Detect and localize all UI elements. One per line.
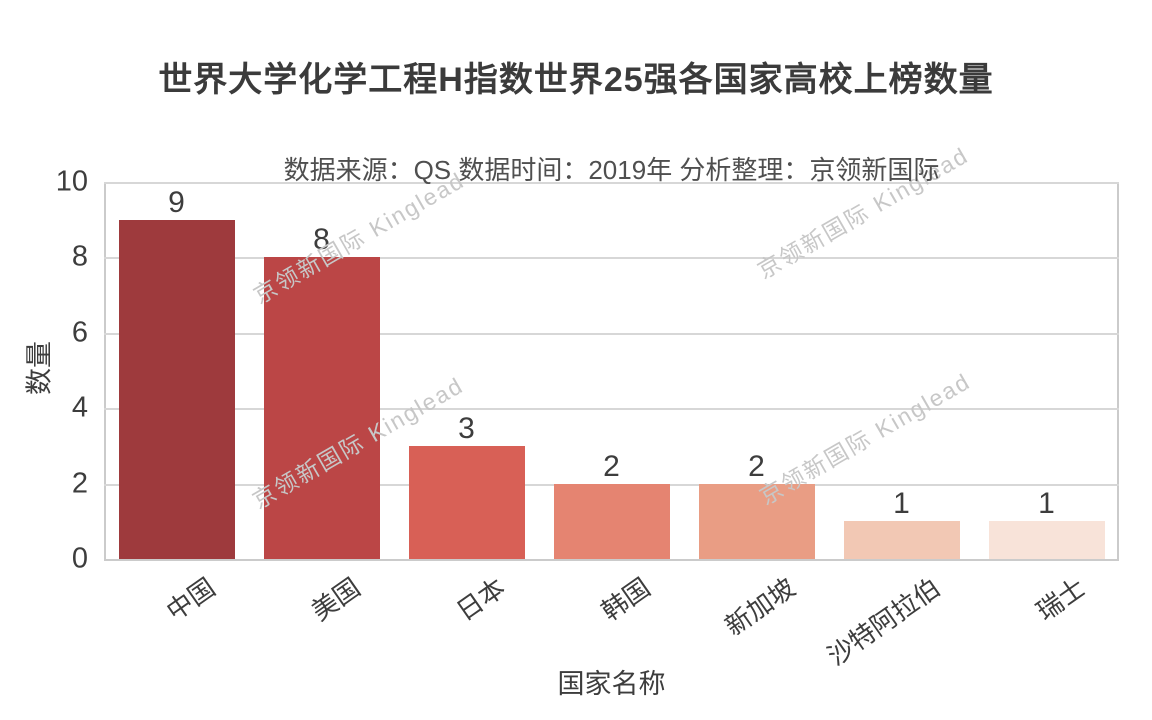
bar-value-label: 2 bbox=[748, 449, 765, 483]
x-tick-label: 韩国 bbox=[596, 572, 657, 627]
bar-value-label: 8 bbox=[313, 223, 330, 257]
bar-value-label: 3 bbox=[458, 411, 475, 445]
bar bbox=[553, 483, 670, 559]
x-tick-label: 新加坡 bbox=[720, 572, 802, 642]
bar bbox=[698, 483, 815, 559]
y-tick-label: 8 bbox=[71, 240, 88, 273]
gridline bbox=[104, 408, 1119, 411]
x-tick-label: 美国 bbox=[306, 572, 367, 627]
bar-value-label: 9 bbox=[168, 185, 185, 219]
gridline bbox=[104, 332, 1119, 335]
y-tick-label: 6 bbox=[71, 316, 88, 349]
bar bbox=[408, 445, 525, 559]
gridline bbox=[104, 182, 1119, 184]
bar bbox=[988, 521, 1105, 559]
chart-title: 世界大学化学工程H指数世界25强各国家高校上榜数量 bbox=[158, 61, 994, 99]
x-tick-label: 瑞士 bbox=[1031, 572, 1092, 627]
y-tick-label: 2 bbox=[71, 467, 88, 500]
x-tick-label: 沙特阿拉伯 bbox=[822, 572, 947, 672]
y-tick-label: 0 bbox=[71, 542, 88, 575]
gridline bbox=[104, 257, 1119, 260]
bar bbox=[118, 219, 235, 559]
x-tick-label: 中国 bbox=[161, 572, 222, 627]
y-tick-label: 10 bbox=[55, 165, 88, 198]
chart-subtitle: 数据来源：QS 数据时间：2019年 分析整理：京领新国际 bbox=[283, 155, 940, 185]
bar bbox=[263, 257, 380, 559]
x-tick-label: 日本 bbox=[451, 572, 512, 627]
bar bbox=[843, 521, 960, 559]
y-axis-title: 数量 bbox=[24, 341, 55, 395]
y-tick-label: 4 bbox=[71, 391, 88, 424]
x-axis-title: 国家名称 bbox=[557, 669, 666, 699]
bar-value-label: 1 bbox=[1038, 487, 1055, 521]
bar-value-label: 2 bbox=[603, 449, 620, 483]
bar-value-label: 1 bbox=[893, 487, 910, 521]
